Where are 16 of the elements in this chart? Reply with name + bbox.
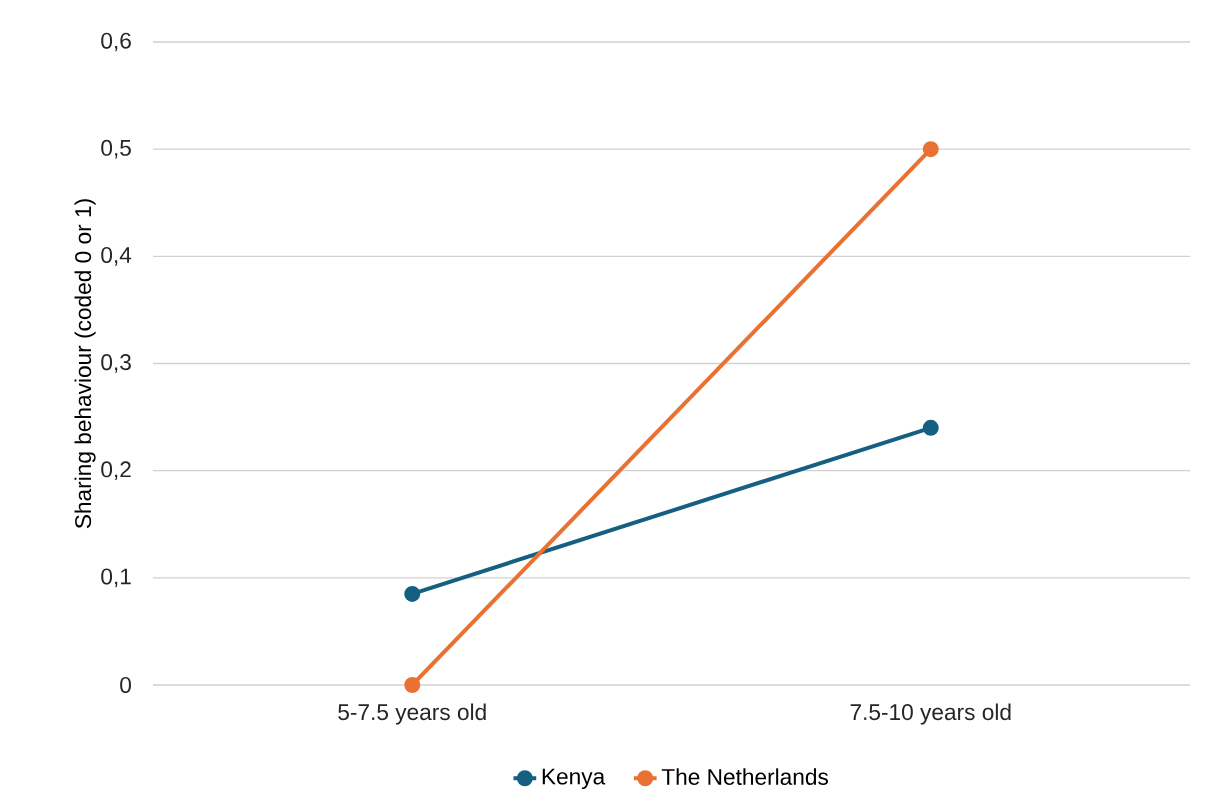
x-tick-label: 5-7.5 years old (338, 703, 486, 725)
y-tick-label: 0,3 (101, 354, 131, 373)
point (922, 141, 939, 158)
y-tick-label: 0,6 (101, 32, 131, 52)
legend-label: The Netherlands (661, 768, 828, 785)
y-tick-label: 0,4 (101, 246, 132, 266)
point (404, 676, 421, 693)
y-tick-label: 0,1 (101, 568, 131, 588)
y-axis-title: Sharing behaviour (coded 0 or 1) (74, 199, 96, 529)
point (922, 419, 939, 436)
x-tick-label: 7.5-10 years old (850, 703, 1011, 725)
point (404, 585, 421, 602)
y-tick-label: 0,2 (101, 461, 131, 481)
y-tick-label: 0 (120, 676, 131, 694)
legend-label: Kenya (542, 768, 606, 790)
y-tick-label: 0,5 (101, 139, 131, 159)
